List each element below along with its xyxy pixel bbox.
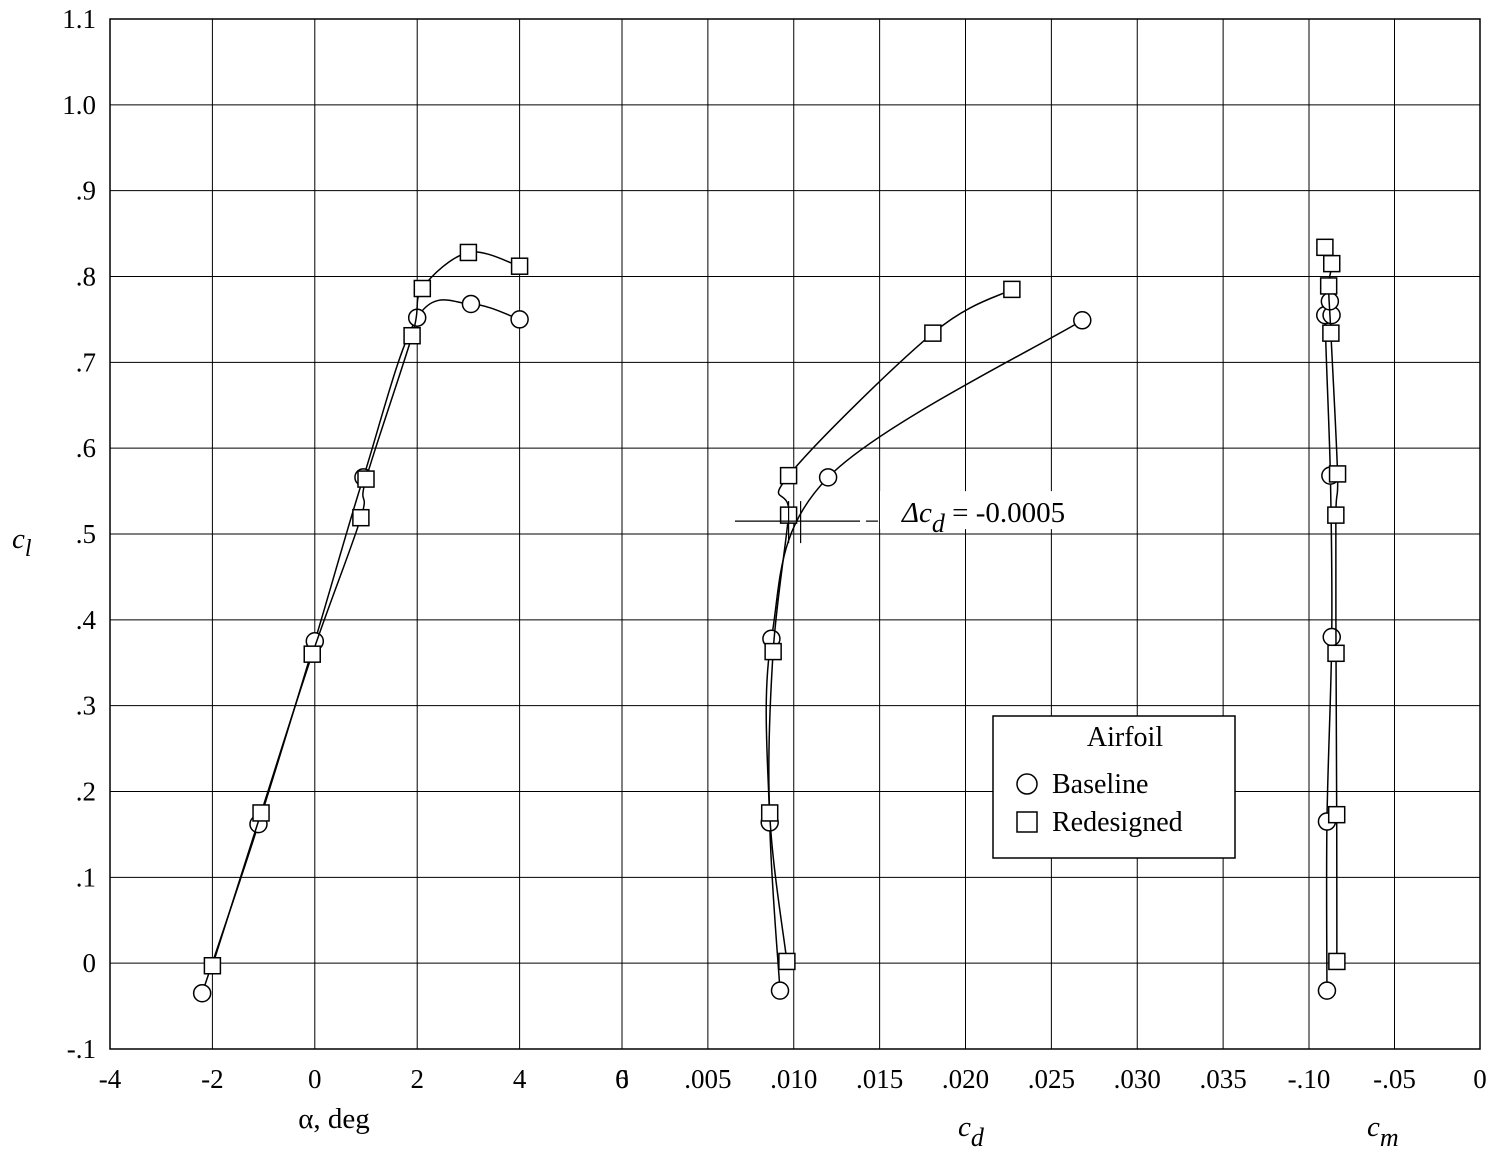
redesigned-point-cm xyxy=(1322,324,1340,342)
x-axis-label-sub: m xyxy=(1380,1123,1399,1152)
redesigned-point-cm xyxy=(1328,465,1347,483)
x-tick-label: -4 xyxy=(99,1064,122,1094)
y-tick-label: 1.1 xyxy=(62,4,96,34)
legend-label-redesigned: Redesigned xyxy=(1052,807,1183,838)
legend-marker-redesigned xyxy=(1016,811,1038,833)
redesigned-curve-cd xyxy=(768,288,1013,962)
redesigned-point-alpha xyxy=(459,243,478,262)
baseline-point-cd xyxy=(770,981,790,1000)
redesigned-point-alpha xyxy=(510,257,529,275)
x-tick-label: -.10 xyxy=(1288,1064,1331,1094)
x-tick-label: 6 xyxy=(615,1064,629,1094)
delta-cd-label-sub: d xyxy=(932,509,946,538)
redesigned-point-cm xyxy=(1327,644,1345,663)
redesigned-point-alpha xyxy=(413,279,432,298)
x-tick-label: -2 xyxy=(201,1064,224,1094)
delta-cd-annotation xyxy=(735,501,878,544)
legend-marker-baseline xyxy=(1016,773,1038,795)
redesigned-point-cd xyxy=(778,952,796,971)
x-tick-label: 2 xyxy=(410,1064,424,1094)
y-tick-label: .3 xyxy=(76,691,96,721)
redesigned-point-alpha xyxy=(252,804,270,822)
redesigned-curve-alpha xyxy=(211,251,520,966)
y-tick-label: -.1 xyxy=(67,1034,96,1064)
baseline-point-alpha xyxy=(461,294,481,314)
x-tick-label: .035 xyxy=(1200,1064,1247,1094)
delta-cd-label: Δcd = -0.0005 xyxy=(901,497,1065,538)
baseline-point-alpha xyxy=(192,983,212,1003)
x-axis-label-alpha: α, deg xyxy=(298,1103,370,1135)
legend-title: Airfoil xyxy=(1087,722,1163,753)
x-tick-label: 0 xyxy=(615,1064,629,1094)
y-tick-label: 0 xyxy=(83,948,97,978)
grid-lines xyxy=(109,18,1481,1050)
x-tick-label: .020 xyxy=(942,1064,989,1094)
x-tick-label: .015 xyxy=(856,1064,903,1094)
y-axis-label-sub: l xyxy=(25,536,32,562)
legend-label-baseline: Baseline xyxy=(1052,769,1148,800)
x-axis-label-sub: d xyxy=(971,1123,985,1152)
redesigned-point-cm xyxy=(1322,254,1341,273)
x-tick-label: .025 xyxy=(1028,1064,1075,1094)
y-tick-label: .8 xyxy=(76,262,96,292)
x-axis-label-main: c xyxy=(958,1111,971,1143)
y-tick-label: .4 xyxy=(76,605,97,635)
y-axis-label: cl xyxy=(12,523,32,562)
x-tick-label: 4 xyxy=(513,1064,527,1094)
delta-cd-label-prefix: Δc xyxy=(901,497,932,529)
legend: Airfoil Baseline Redesigned xyxy=(992,715,1236,859)
x-tick-label: 0 xyxy=(308,1064,322,1094)
redesigned-point-cm xyxy=(1316,238,1334,257)
x-tick-label: -.05 xyxy=(1373,1064,1416,1094)
baseline-point-cm xyxy=(1317,981,1337,1000)
y-tick-label: .7 xyxy=(76,347,96,377)
plot-frame xyxy=(109,18,1481,1050)
x-tick-label: .030 xyxy=(1114,1064,1161,1094)
baseline-curve-cd xyxy=(765,319,1083,991)
y-axis-label-main: c xyxy=(12,523,25,555)
redesigned-point-cm xyxy=(1328,952,1346,971)
x-tick-label: 0 xyxy=(1473,1064,1487,1094)
baseline-curve-alpha xyxy=(201,299,520,994)
baseline-point-cd xyxy=(1073,311,1092,330)
redesigned-point-alpha xyxy=(203,956,222,975)
y-tick-label: .6 xyxy=(76,433,96,463)
redesigned-point-cm xyxy=(1327,506,1345,524)
y-tick-label: .1 xyxy=(76,862,96,892)
y-tick-label: .9 xyxy=(76,176,96,206)
y-tick-label: .5 xyxy=(76,519,96,549)
x-tick-label: .005 xyxy=(684,1064,731,1094)
redesigned-point-alpha xyxy=(352,508,370,527)
delta-cd-label-value: = -0.0005 xyxy=(945,497,1065,529)
x-axis-label-cd: cd xyxy=(958,1111,985,1152)
redesigned-point-cd xyxy=(924,324,942,342)
y-tick-label: 1.0 xyxy=(62,90,96,120)
y-tick-label: .2 xyxy=(76,777,96,807)
delta-cd-label-bg xyxy=(880,491,1100,530)
redesigned-point-cm xyxy=(1327,805,1346,824)
baseline-point-cm xyxy=(1322,627,1341,647)
redesigned-point-cd xyxy=(1003,280,1021,299)
baseline-point-cd xyxy=(818,468,838,487)
redesigned-point-cm xyxy=(1319,277,1338,295)
x-tick-label: .010 xyxy=(770,1064,817,1094)
baseline-point-alpha xyxy=(510,310,529,329)
redesigned-point-alpha xyxy=(303,645,321,663)
x-axis-label-main: c xyxy=(1367,1111,1380,1143)
redesigned-point-cd xyxy=(764,642,782,661)
redesigned-point-cd xyxy=(779,466,798,485)
redesigned-point-alpha xyxy=(403,326,421,345)
redesigned-point-alpha xyxy=(357,470,375,488)
redesigned-point-cd xyxy=(760,804,779,822)
x-axis-label-cm: cm xyxy=(1367,1111,1399,1152)
